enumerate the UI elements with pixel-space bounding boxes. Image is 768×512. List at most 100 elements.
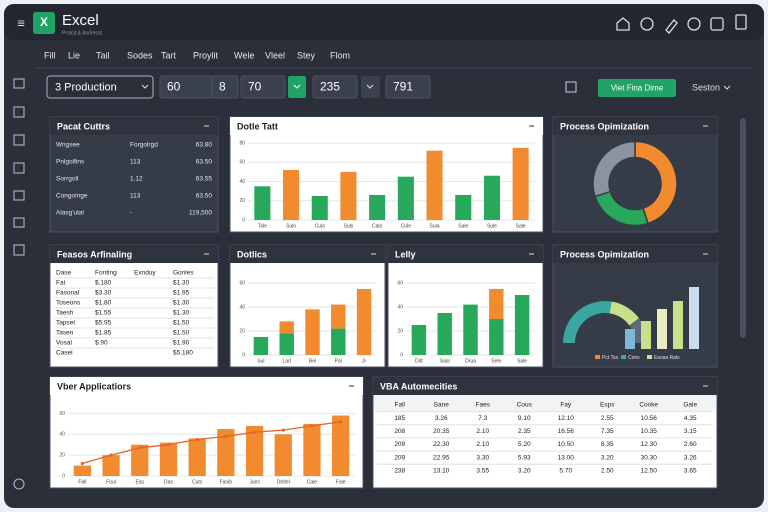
bar <box>340 171 357 220</box>
table-cell: 12.10 <box>558 415 575 422</box>
sidebar-icon[interactable] <box>13 134 25 146</box>
table-cell: 22.30 <box>433 441 450 448</box>
bar <box>332 415 350 476</box>
table-cell: Sorrgoll <box>56 176 79 183</box>
y-tick-label: 40 <box>397 304 403 310</box>
table-cell: 10.35 <box>641 428 658 435</box>
table-cell: 4.35 <box>684 415 697 422</box>
sidebar-icon[interactable] <box>13 244 25 256</box>
bar-segment <box>331 328 346 355</box>
home-icon[interactable] <box>616 17 630 31</box>
table-cell: 3.20 <box>601 454 614 461</box>
table-cell: 12.30 <box>641 441 658 448</box>
x-tick-label: Sele <box>491 358 501 364</box>
legend-swatch <box>595 355 600 359</box>
bar-segment <box>331 304 346 329</box>
table-cell: Wrigsee <box>56 142 80 149</box>
sidebar-icon[interactable] <box>13 78 25 89</box>
input-field[interactable] <box>385 75 431 99</box>
bar-segment <box>489 289 504 319</box>
table-header-cell: Esps <box>600 402 615 409</box>
edit-icon[interactable] <box>665 19 678 34</box>
window-icon[interactable] <box>735 14 747 30</box>
y-tick-label: 60 <box>397 280 403 286</box>
table-cell: 7.3 <box>478 415 487 422</box>
x-tick-label: Eas <box>135 479 144 485</box>
settings-icon[interactable] <box>13 478 25 490</box>
panel <box>49 116 219 233</box>
table-cell: $1.50 <box>173 330 190 337</box>
dropdown[interactable] <box>46 75 154 99</box>
table-cell: 63.55 <box>196 176 213 183</box>
table-cell: 3.30 <box>476 454 489 461</box>
bar <box>102 455 120 476</box>
trend-point <box>138 446 142 450</box>
table-cell: $1.30 <box>173 310 190 317</box>
sidebar-icon[interactable] <box>13 162 25 174</box>
panel-header <box>50 117 218 135</box>
input-field[interactable] <box>211 75 239 99</box>
x-tick-label: Drua <box>465 358 476 364</box>
globe-icon[interactable] <box>687 17 701 31</box>
panel-header <box>373 377 717 395</box>
panel-header <box>230 117 543 135</box>
grid-icon[interactable] <box>565 81 577 93</box>
table-cell: $1.50 <box>173 320 190 327</box>
table-cell: 5.20 <box>518 441 531 448</box>
table-cell: 209 <box>394 454 405 461</box>
menu-item: Proylit <box>193 50 219 60</box>
table-cell: 2.60 <box>684 441 697 448</box>
table-cell: 119,500 <box>189 210 212 217</box>
table-cell: $1.55 <box>95 310 112 317</box>
table-cell: 208 <box>394 428 405 435</box>
table-cell: $5.95 <box>95 320 112 327</box>
scrollbar[interactable] <box>740 118 746 338</box>
input-field[interactable] <box>312 75 358 99</box>
table-cell: 8.35 <box>601 441 614 448</box>
menu-item: Vleel <box>265 50 285 60</box>
share-icon[interactable] <box>640 17 654 31</box>
table-cell: 2.55 <box>601 415 614 422</box>
y-tick-label: 40 <box>239 179 245 185</box>
table-cell: 63.50 <box>196 193 213 200</box>
sidebar-icon[interactable] <box>13 217 25 228</box>
panel-title: Vber Applicatiors <box>57 381 131 391</box>
table-cell: 63.50 <box>196 159 213 166</box>
table-cell: 30.30 <box>641 454 658 461</box>
table-cell: $.90 <box>95 340 108 347</box>
logo[interactable] <box>33 12 55 34</box>
action-button[interactable] <box>598 79 676 97</box>
table-cell: $.180 <box>95 280 112 287</box>
x-tick-label: Ddt <box>415 358 423 364</box>
table-cell: Toseons <box>56 300 81 307</box>
table-cell: $1.30 <box>173 300 190 307</box>
donut-segment <box>592 140 636 198</box>
table-cell: 22.95 <box>433 454 450 461</box>
spin-button[interactable] <box>288 76 306 98</box>
menu-icon[interactable]: ≡ <box>17 15 25 30</box>
table-header-cell: Sane <box>434 402 450 409</box>
table-cell: Casel <box>56 350 73 357</box>
trend-point <box>195 437 199 442</box>
sidebar-icon[interactable] <box>13 106 25 118</box>
user-icon[interactable] <box>710 17 724 31</box>
x-tick-label: Cale <box>307 479 318 485</box>
table-cell: 63.80 <box>196 142 213 149</box>
input-field[interactable] <box>240 75 286 99</box>
table-cell: 3.65 <box>684 468 697 475</box>
app-subtitle: Protcit & Andresat <box>62 30 103 36</box>
trend-line <box>82 421 341 465</box>
table-header-cell: Fay <box>560 402 572 409</box>
bar <box>131 444 149 476</box>
sidebar-icon[interactable] <box>13 190 25 201</box>
bar-segment <box>253 337 269 355</box>
link-text: Seston <box>692 82 720 92</box>
legend-label: Pct Tss <box>602 355 619 361</box>
sidebar <box>13 78 25 490</box>
x-tick-label: Bel <box>309 358 316 364</box>
bar <box>426 150 443 220</box>
x-tick-label: Fanib <box>220 479 233 485</box>
table-header-cell: Gonles <box>173 270 194 277</box>
table-cell: 5.93 <box>518 454 531 461</box>
table-cell: 2.10 <box>476 441 489 448</box>
